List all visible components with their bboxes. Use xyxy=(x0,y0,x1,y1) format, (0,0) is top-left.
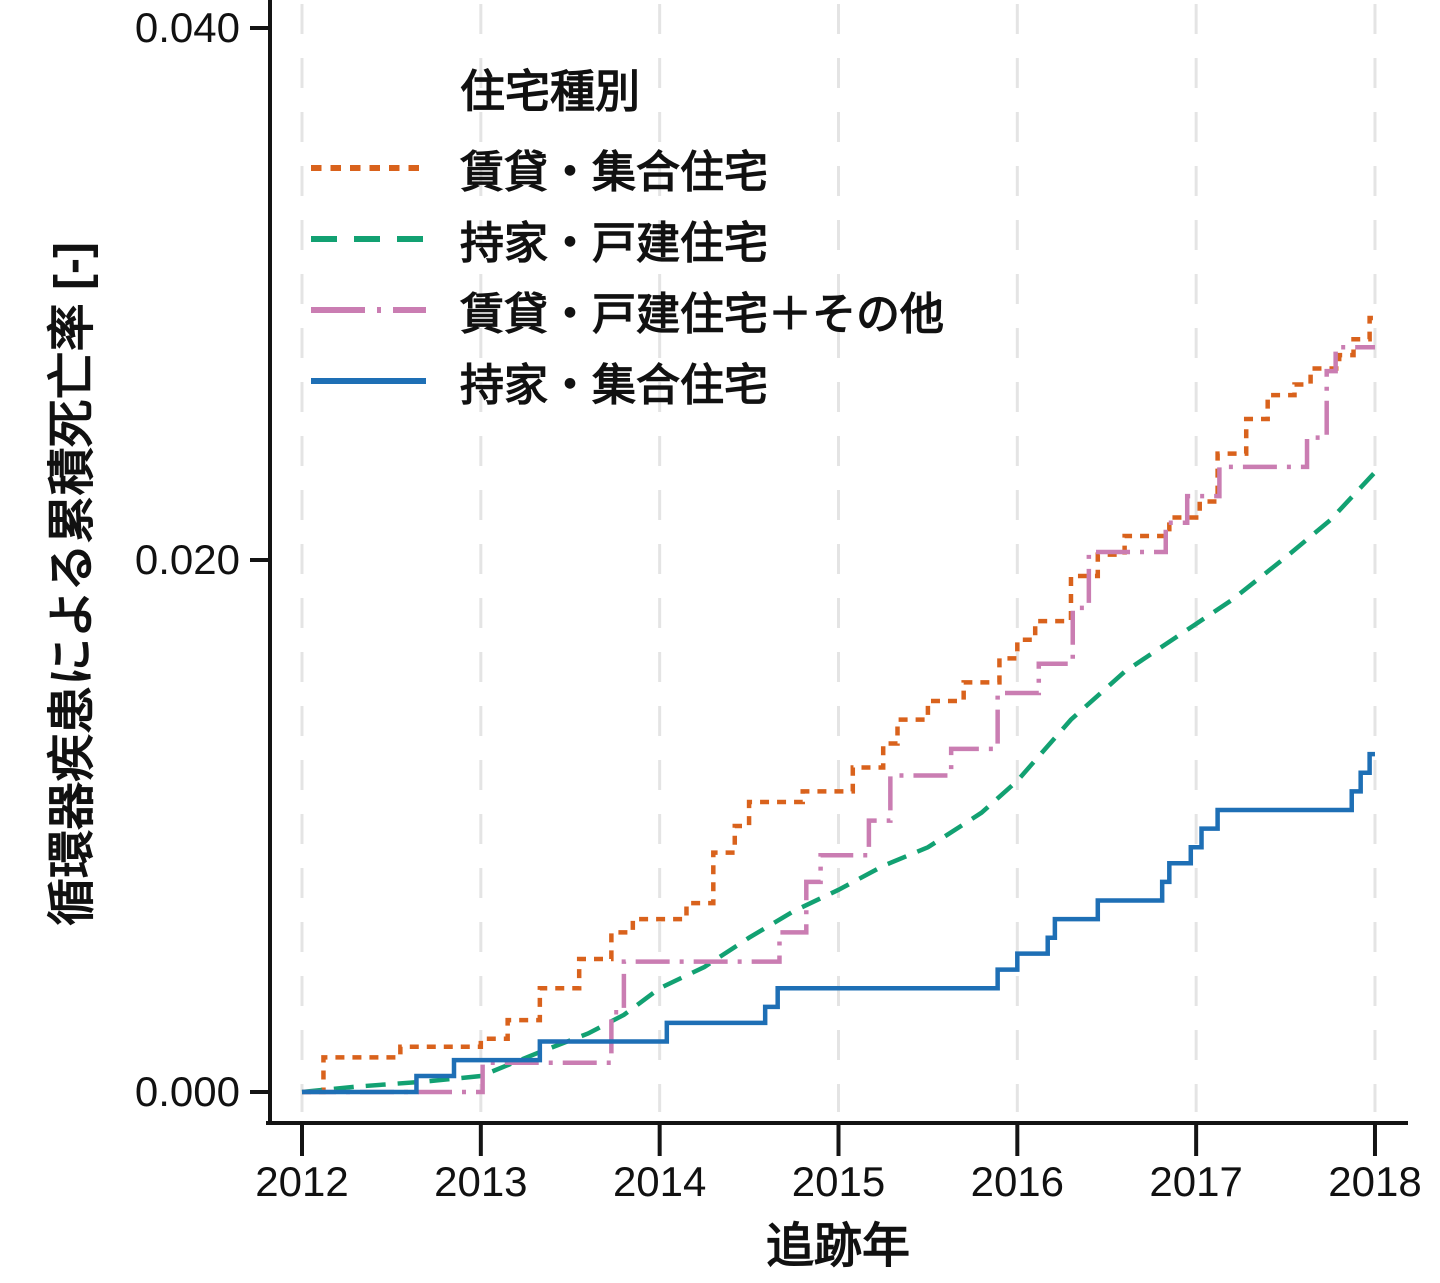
x-tick-label: 2018 xyxy=(1328,1158,1421,1205)
legend-title: 住宅種別 xyxy=(460,66,641,117)
x-tick-label: 2015 xyxy=(792,1158,885,1205)
y-tick-label: 0.020 xyxy=(135,536,240,583)
axes xyxy=(250,0,1408,1156)
x-tick-label: 2013 xyxy=(434,1158,527,1205)
legend-label: 持家・戸建住宅 xyxy=(460,218,768,268)
legend-label: 賃貸・戸建住宅＋その他 xyxy=(460,289,944,339)
x-tick-label: 2014 xyxy=(613,1158,706,1205)
legend-item-rental-apartment: 賃貸・集合住宅 xyxy=(310,132,944,203)
x-tick-label: 2017 xyxy=(1149,1158,1242,1205)
series-line-0 xyxy=(302,315,1375,1095)
y-tick-label: 0.040 xyxy=(135,4,240,51)
x-axis-title: 追跡年 xyxy=(766,1220,910,1273)
y-tick-label: 0.000 xyxy=(135,1068,240,1115)
data-series xyxy=(301,315,1377,1095)
series-line-2 xyxy=(302,344,1375,1095)
x-tick-label: 2012 xyxy=(255,1158,348,1205)
legend-swatch-solid-line-icon xyxy=(311,377,426,384)
series-line-3 xyxy=(302,751,1375,1095)
gridlines xyxy=(300,4,1377,1112)
y-axis-title: 循環器疾患による累積死亡率 [-] xyxy=(46,242,99,926)
legend-label: 持家・集合住宅 xyxy=(460,360,768,410)
legend-swatch-dashed-line-icon xyxy=(311,235,426,242)
legend: 住宅種別 賃貸・集合住宅 持家・戸建住宅 賃貸・戸建住宅＋その他 持家・集合住宅 xyxy=(310,64,944,416)
legend-label: 賃貸・集合住宅 xyxy=(460,147,768,197)
legend-item-rental-detached-other: 賃貸・戸建住宅＋その他 xyxy=(310,274,944,345)
tick-labels: 2012 2013 2014 2015 2016 2017 2018 0.000 0.020 0.… xyxy=(135,4,1422,1205)
legend-item-owned-detached: 持家・戸建住宅 xyxy=(310,203,944,274)
series-line-1 xyxy=(301,470,1377,1095)
legend-swatch-dotted-line-icon xyxy=(311,164,426,171)
legend-item-owned-apartment: 持家・集合住宅 xyxy=(310,345,944,416)
x-tick-label: 2016 xyxy=(971,1158,1064,1205)
legend-swatch-dashdot-line-icon xyxy=(311,306,426,313)
